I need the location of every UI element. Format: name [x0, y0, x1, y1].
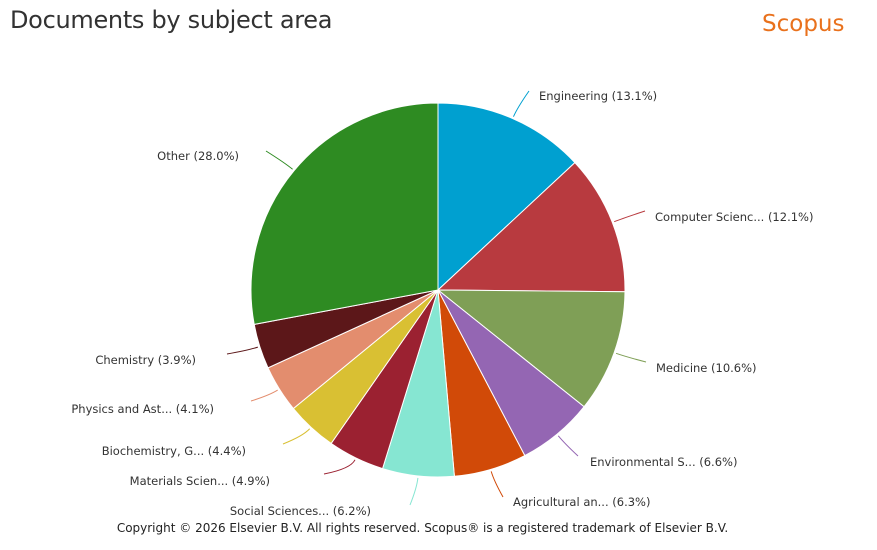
connector-chemistry [226, 346, 259, 355]
data-label-biochemistry-g: Biochemistry, G... (4.4%) [102, 444, 246, 458]
connector-biochemistry-g [282, 428, 311, 445]
data-label-social-sciences: Social Sciences... (6.2%) [230, 504, 371, 518]
data-label-engineering: Engineering (13.1%) [539, 89, 657, 103]
scopus-logo: Scopus [762, 11, 845, 37]
connector-physics-and-ast [250, 389, 278, 402]
pie-slices [250, 102, 626, 478]
connector-engineering [513, 90, 530, 117]
data-label-environmental-s: Environmental S... (6.6%) [590, 455, 737, 469]
connector-environmental-s [557, 435, 579, 457]
connector-medicine [615, 352, 647, 363]
connector-social-sciences [409, 477, 419, 506]
data-label-chemistry: Chemistry (3.9%) [95, 353, 196, 367]
data-label-computer-scienc: Computer Scienc... (12.1%) [655, 210, 813, 224]
connector-other [265, 150, 293, 170]
label-connectors [226, 90, 647, 506]
data-label-medicine: Medicine (10.6%) [656, 361, 757, 375]
pie-slice-computer-scienc[interactable] [436, 161, 626, 293]
data-label-physics-and-ast: Physics and Ast... (4.1%) [71, 402, 214, 416]
copyright-footer: Copyright © 2026 Elsevier B.V. All right… [116, 521, 729, 535]
pie-slice-medicine[interactable] [436, 289, 626, 408]
data-label-agricultural-an: Agricultural an... (6.3%) [513, 495, 650, 509]
connector-computer-scienc [614, 210, 646, 223]
pie-slice-engineering[interactable] [437, 102, 576, 292]
data-label-materials-scien: Materials Scien... (4.9%) [130, 474, 270, 488]
connector-agricultural-an [490, 471, 504, 498]
chart-title: Documents by subject area [10, 6, 333, 34]
data-label-other: Other (28.0%) [157, 149, 239, 163]
slice-labels: Engineering (13.1%) Computer Scienc... (1… [71, 89, 813, 518]
pie-slice-other[interactable] [250, 102, 439, 325]
connector-materials-scien [323, 459, 356, 475]
